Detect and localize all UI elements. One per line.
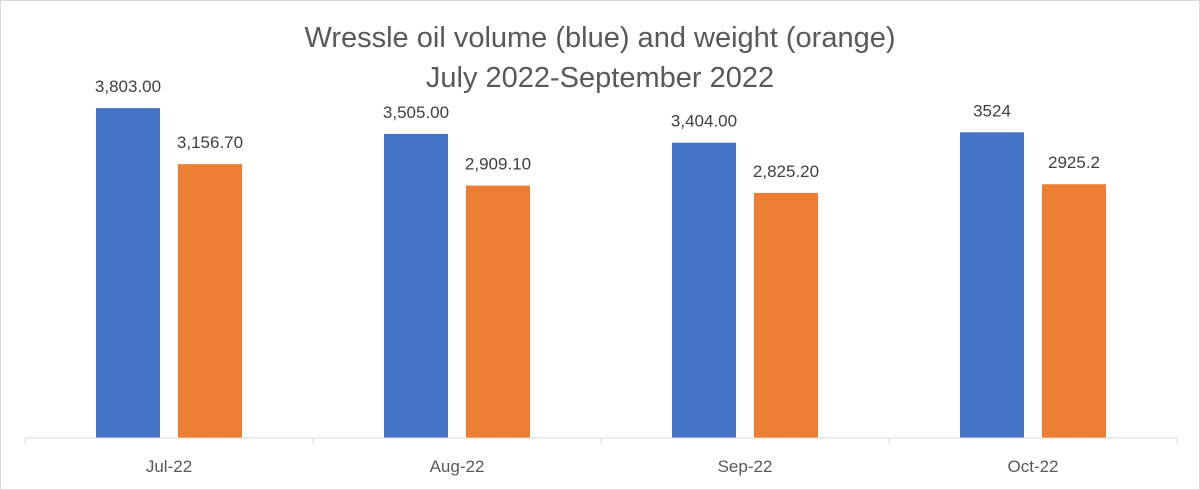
bars-layer: [96, 108, 1106, 438]
x-tick-label-sep-22: Sep-22: [718, 457, 773, 476]
data-label-series-1-jul-22: 3,803.00: [95, 77, 161, 96]
data-label-series-1-aug-22: 3,505.00: [383, 103, 449, 122]
data-label-series-2-jul-22: 3,156.70: [177, 133, 243, 152]
data-label-series-1-oct-22: 3524: [973, 101, 1011, 120]
chart-title-line-1: Wressle oil volume (blue) and weight (or…: [304, 22, 895, 54]
bar-series-2-jul-22: [178, 164, 242, 438]
x-tick-label-oct-22: Oct-22: [1007, 457, 1058, 476]
data-label-series-1-sep-22: 3,404.00: [671, 112, 737, 131]
x-tick-label-aug-22: Aug-22: [430, 457, 485, 476]
bar-series-2-sep-22: [754, 192, 818, 438]
bar-series-2-aug-22: [466, 185, 530, 438]
x-axis: Jul-22 Aug-22 Sep-22 Oct-22: [24, 437, 1178, 476]
bar-series-1-aug-22: [384, 133, 448, 438]
data-labels-layer: 3,803.00 3,156.70 3,505.00 2,909.10 3,404.00…: [95, 77, 1100, 181]
data-label-series-2-oct-22: 2925.2: [1048, 153, 1100, 172]
x-tick-label-jul-22: Jul-22: [146, 457, 192, 476]
bar-series-2-oct-22: [1042, 184, 1106, 438]
chart-title: Wressle oil volume (blue) and weight (or…: [304, 22, 895, 94]
data-label-series-2-sep-22: 2,825.20: [753, 162, 819, 181]
bar-series-1-oct-22: [960, 132, 1024, 438]
data-label-series-2-aug-22: 2,909.10: [465, 155, 531, 174]
bar-series-1-jul-22: [96, 108, 160, 438]
chart-title-line-2: July 2022-September 2022: [426, 62, 774, 94]
bar-series-1-sep-22: [672, 142, 736, 438]
